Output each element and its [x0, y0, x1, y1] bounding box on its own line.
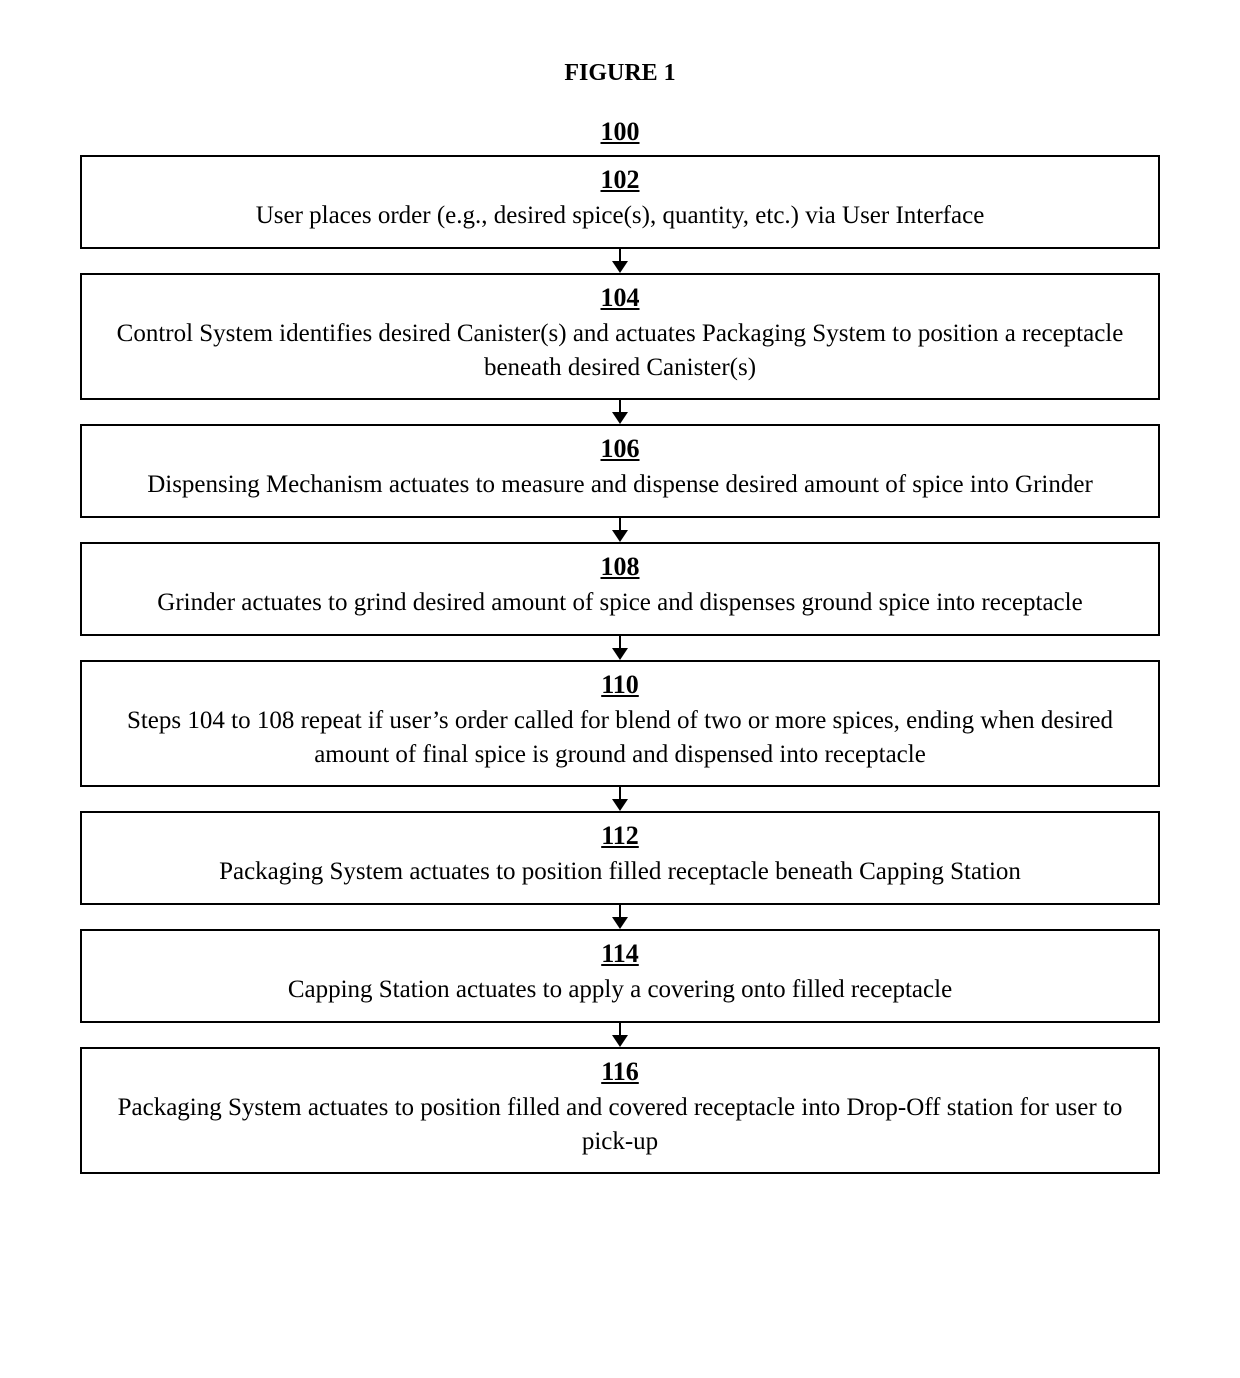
step-number: 116 — [102, 1057, 1138, 1087]
step-text: Packaging System actuates to position fi… — [102, 1091, 1138, 1159]
step-number: 104 — [102, 283, 1138, 313]
step-number: 106 — [102, 434, 1138, 464]
step-text: Control System identifies desired Canist… — [102, 317, 1138, 385]
arrow-icon — [612, 787, 628, 811]
step-number: 108 — [102, 552, 1138, 582]
step-number: 114 — [102, 939, 1138, 969]
step-text: Steps 104 to 108 repeat if user’s order … — [102, 704, 1138, 772]
step-box-114: 114 Capping Station actuates to apply a … — [80, 929, 1160, 1023]
step-box-110: 110 Steps 104 to 108 repeat if user’s or… — [80, 660, 1160, 788]
figure-title: FIGURE 1 — [80, 60, 1160, 87]
step-text: Grinder actuates to grind desired amount… — [102, 586, 1138, 620]
step-number: 110 — [102, 670, 1138, 700]
arrow-icon — [612, 249, 628, 273]
step-number: 102 — [102, 165, 1138, 195]
step-number: 112 — [102, 821, 1138, 851]
arrow-icon — [612, 1023, 628, 1047]
arrow-icon — [612, 400, 628, 424]
arrow-icon — [612, 518, 628, 542]
step-box-104: 104 Control System identifies desired Ca… — [80, 273, 1160, 401]
step-box-108: 108 Grinder actuates to grind desired am… — [80, 542, 1160, 636]
step-box-116: 116 Packaging System actuates to positio… — [80, 1047, 1160, 1175]
top-number: 100 — [80, 117, 1160, 147]
step-box-102: 102 User places order (e.g., desired spi… — [80, 155, 1160, 249]
flowchart-container: 102 User places order (e.g., desired spi… — [80, 155, 1160, 1174]
step-text: Dispensing Mechanism actuates to measure… — [102, 468, 1138, 502]
step-text: Capping Station actuates to apply a cove… — [102, 973, 1138, 1007]
step-box-112: 112 Packaging System actuates to positio… — [80, 811, 1160, 905]
step-text: Packaging System actuates to position fi… — [102, 855, 1138, 889]
arrow-icon — [612, 636, 628, 660]
step-box-106: 106 Dispensing Mechanism actuates to mea… — [80, 424, 1160, 518]
arrow-icon — [612, 905, 628, 929]
step-text: User places order (e.g., desired spice(s… — [102, 199, 1138, 233]
